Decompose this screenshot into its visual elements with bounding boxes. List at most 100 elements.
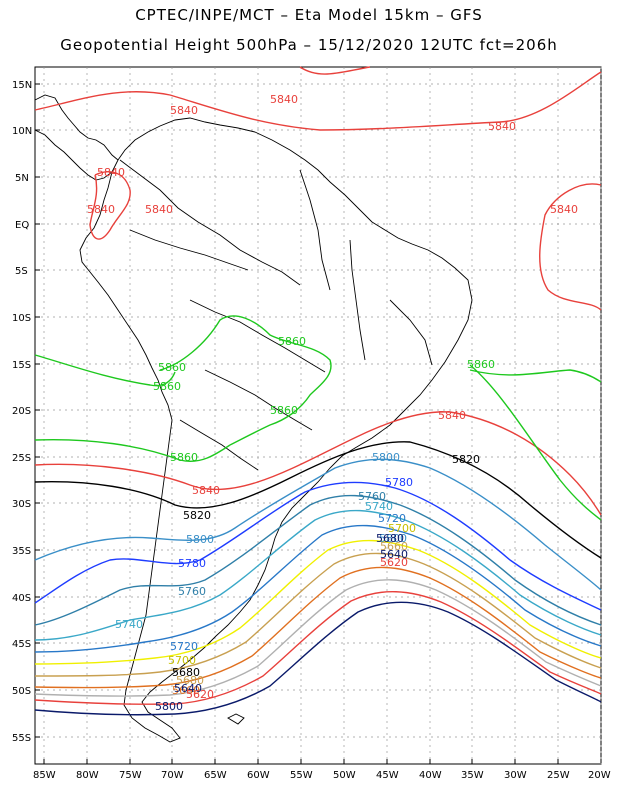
contour-label: 5660 [380,540,408,553]
contour-label: 5840 [192,484,220,497]
contour-label: 5860 [170,451,198,464]
contour-label: 5740 [365,500,393,513]
contour-label: 5860 [158,361,186,374]
lon-label: 85W [33,770,56,781]
contour-5860-central [159,315,332,446]
contour-label: 5860 [278,335,306,348]
lon-label: 20W [588,770,611,781]
contour-label: 5620 [186,688,214,701]
contour-5620 [34,591,602,705]
lat-label: 35S [12,546,31,557]
contour-label: 5800 [379,532,407,545]
contour-5600 [34,601,602,716]
lat-label: 45S [12,639,31,650]
contour-label: 5820 [452,453,480,466]
lon-label: 40W [419,770,442,781]
lat-label: 30S [12,499,31,510]
contour-label: 5700 [388,522,416,535]
contour-5840-south [34,411,602,516]
contour-5780 [34,481,602,611]
contour-labels: 5840 5840 5840 5840 5840 5840 5840 5840 … [87,93,578,713]
contour-5680 [34,552,602,677]
lon-label: 60W [247,770,270,781]
central-america-coast [34,94,119,161]
contour-5820 [34,441,602,559]
contour-label: 5800 [186,533,214,546]
lat-label: 55S [12,733,31,744]
contour-label: 5640 [380,548,408,561]
contour-5840-colombia [89,171,131,240]
lat-label: 10N [12,126,32,137]
contour-label: 5620 [380,556,408,569]
south-america-coast [79,117,473,743]
central-america-coast-south [34,129,113,181]
longitude-labels: 85W 80W 75W 70W 65W 60W 55W 50W 45W 40W … [33,770,611,781]
lon-label: 65W [204,770,227,781]
contour-5740 [34,509,602,641]
contour-label: 5860 [270,404,298,417]
contour-5860-south [34,438,231,462]
contour-label: 5680 [172,666,200,679]
lon-label: 45W [376,770,399,781]
contour-label: 5680 [176,674,204,687]
contour-label: 5840 [87,203,115,216]
lon-label: 25W [547,770,570,781]
lat-label: 5S [15,266,28,277]
contour-label: 5840 [145,203,173,216]
contour-label: 5840 [550,203,578,216]
lat-label: 40S [12,593,31,604]
lon-label: 35W [461,770,484,781]
lon-label: 70W [161,770,184,781]
contour-5840-north [34,71,602,131]
map-title-line2: Geopotential Height 500hPa – 15/12/2020 … [60,36,558,54]
contour-label: 5840 [270,93,298,106]
contour-label: 5860 [467,358,495,371]
lat-label: 15N [12,80,32,91]
lat-label: EQ [15,220,29,231]
contour-5760 [34,494,602,626]
contour-5860-eastarc [469,369,602,383]
coastlines-and-borders [34,94,473,743]
lat-label: 25S [12,453,31,464]
contour-5840-top [299,66,371,75]
lat-label: 20S [12,406,31,417]
lat-label: 10S [12,313,31,324]
contour-label: 5740 [115,618,143,631]
contour-label: 5840 [97,166,125,179]
axis-ticks [35,83,559,764]
contour-lines [34,66,602,716]
latitude-labels: 15N 10N 5N EQ 5S 10S 15S 20S 25S 30S 35S… [12,80,32,744]
contour-label: 5700 [168,654,196,667]
falkland-islands [227,713,245,725]
contour-label: 5860 [153,380,181,393]
lon-label: 75W [119,770,142,781]
lat-label: 50S [12,686,31,697]
contour-5720 [34,524,602,653]
contour-label: 5840 [170,104,198,117]
contour-label: 5780 [385,476,413,489]
contour-5800 [34,458,602,591]
contour-label: 5720 [170,640,198,653]
lat-label: 15S [12,360,31,371]
contour-label: 5800 [372,451,400,464]
contour-label: 5840 [438,409,466,422]
contour-label: 5640 [174,682,202,695]
country-borders [119,159,433,471]
lon-label: 80W [76,770,99,781]
contour-label: 5820 [183,509,211,522]
lon-label: 50W [333,770,356,781]
contour-label: 5780 [178,557,206,570]
contour-label: 5680 [376,532,404,545]
lon-label: 55W [290,770,313,781]
contour-label: 5660 [172,684,200,697]
contour-5860-west [34,354,176,387]
contour-5660 [34,566,602,689]
contour-label: 5840 [488,120,516,133]
lon-label: 30W [504,770,527,781]
contour-5700 [34,539,602,665]
contour-5840-east [539,183,602,311]
map-title-line1: CPTEC/INPE/MCT – Eta Model 15km – GFS [135,6,483,24]
contour-label: 5760 [178,585,206,598]
contour-5640 [34,579,602,697]
